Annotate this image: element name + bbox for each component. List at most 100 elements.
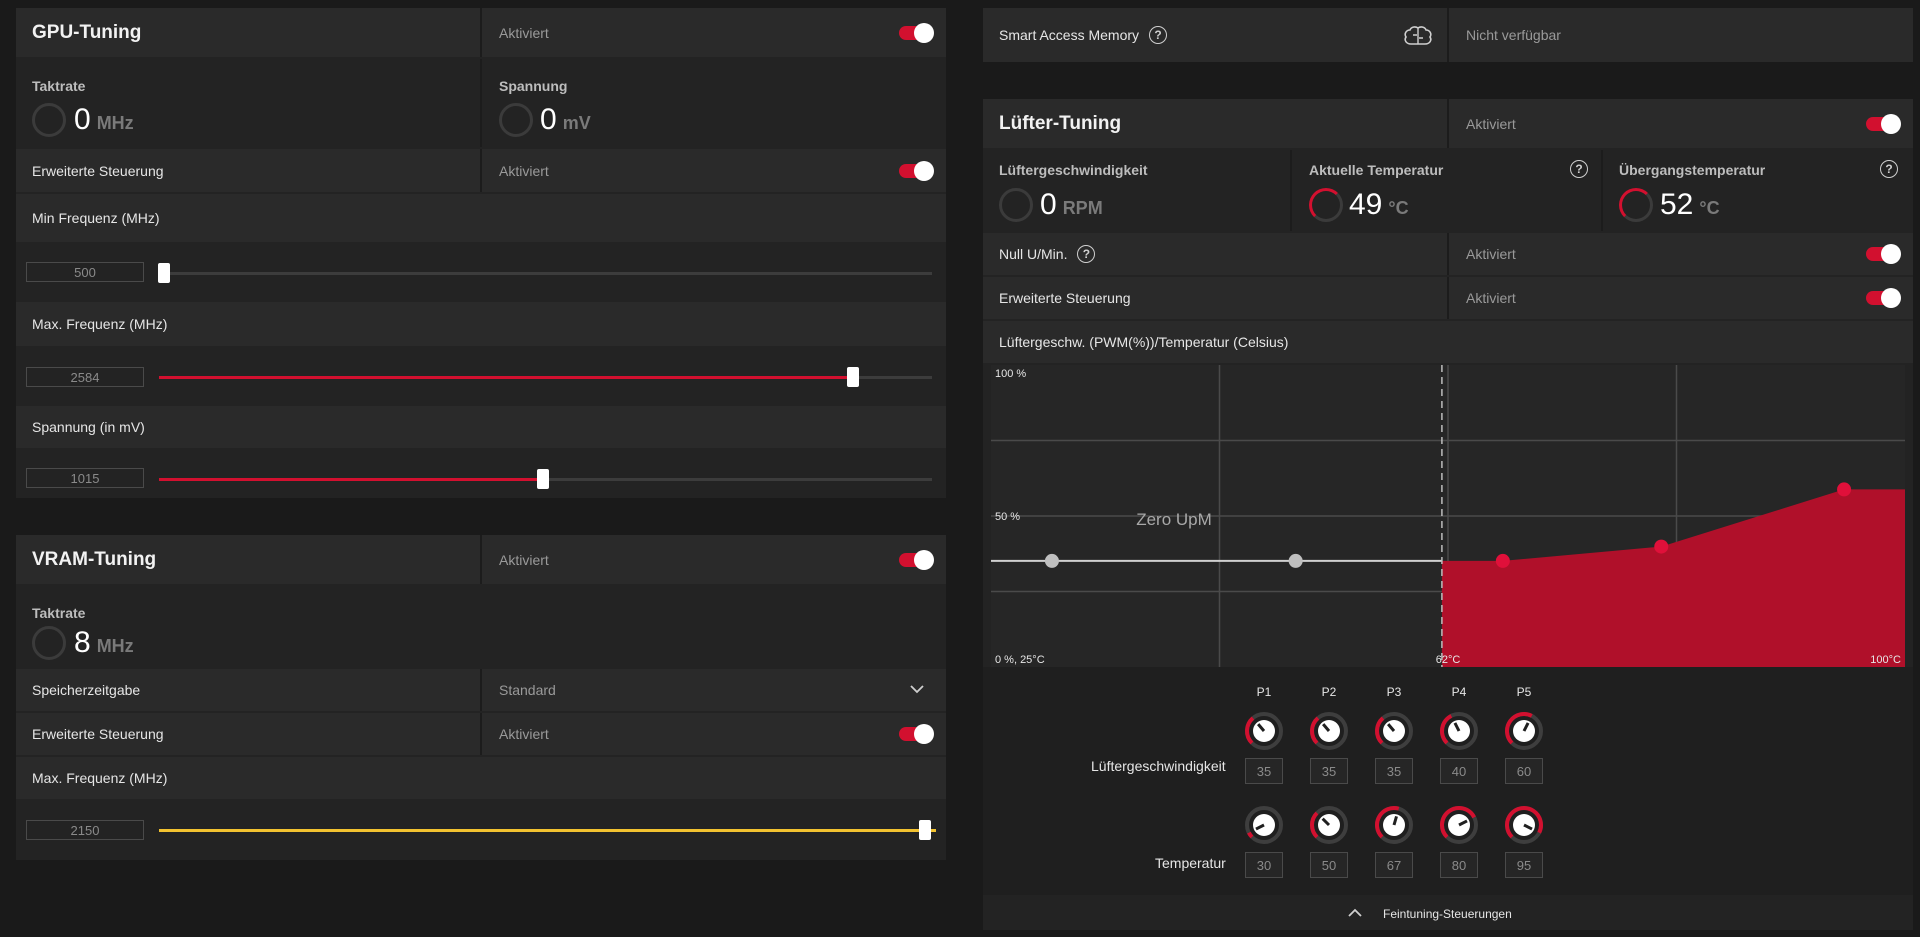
vram-clock-gauge-icon (32, 626, 66, 660)
sam-panel: Smart Access Memory? Nicht verfügbar (983, 8, 1913, 62)
gpu-advanced-toggle[interactable] (899, 161, 934, 181)
fine-tune-row[interactable]: Feintuning-Steuerungen (983, 897, 1913, 930)
temp-input-p1[interactable]: 30 (1245, 852, 1283, 878)
fan-advanced-status: Aktiviert (1466, 290, 1516, 306)
sam-row: Smart Access Memory? Nicht verfügbar (983, 8, 1913, 62)
gpu-volt-input[interactable]: 1015 (26, 468, 144, 488)
vram-tuning-panel: VRAM-Tuning Aktiviert Taktrate 8 MHz Spei… (16, 535, 946, 860)
temp-knob-p2[interactable] (1309, 805, 1349, 845)
gpu-tuning-toggle[interactable] (899, 23, 934, 43)
speed-knob-p5[interactable] (1504, 711, 1544, 751)
vram-advanced-toggle[interactable] (899, 724, 934, 744)
fan-tuning-header: Lüfter-Tuning Aktiviert (983, 99, 1913, 148)
vram-max-freq-input[interactable]: 2150 (26, 820, 144, 840)
vram-advanced-label: Erweiterte Steuerung (32, 726, 164, 742)
help-icon[interactable]: ? (1149, 26, 1168, 44)
fan-temp-readout: 49 °C (1349, 188, 1409, 221)
fan-speed-label: Lüftergeschwindigkeit (999, 162, 1148, 178)
fan-readouts: Lüftergeschwindigkeit 0 RPM Aktuelle Temp… (983, 150, 1913, 231)
gpu-volt-thumb[interactable] (537, 469, 549, 489)
vram-tuning-toggle[interactable] (899, 550, 934, 570)
gpu-min-freq-slider[interactable] (158, 263, 932, 283)
speed-input-p2[interactable]: 35 (1310, 758, 1348, 784)
fan-junction-gauge-icon (1619, 188, 1653, 222)
temp-knob-p5[interactable] (1504, 805, 1544, 845)
gpu-voltage-label: Spannung (499, 78, 568, 94)
vram-max-freq-label: Max. Frequenz (MHz) (32, 770, 168, 786)
fan-speed-row-label: Lüftergeschwindigkeit (1091, 758, 1226, 774)
vram-max-freq-slider-row: 2150 (16, 801, 946, 860)
sam-status: Nicht verfügbar (1466, 27, 1561, 43)
fan-zero-toggle[interactable] (1866, 244, 1901, 264)
point-label-p4: P4 (1451, 685, 1467, 699)
gpu-max-freq-slider[interactable] (159, 367, 932, 387)
speed-knob-p1[interactable] (1244, 711, 1284, 751)
temp-knob-p1[interactable] (1244, 805, 1284, 845)
speed-input-p3[interactable]: 35 (1375, 758, 1413, 784)
gpu-clock-readout: 0 MHz (74, 103, 134, 136)
zero-help-icon[interactable]: ? (1077, 245, 1096, 263)
gpu-max-freq-input[interactable]: 2584 (26, 367, 144, 387)
gpu-max-freq-thumb[interactable] (847, 367, 859, 387)
curve-point-p4[interactable] (1654, 539, 1669, 554)
temp-input-p4[interactable]: 80 (1440, 852, 1478, 878)
fan-junction-readout: 52 °C (1660, 188, 1720, 221)
gpu-volt-label: Spannung (in mV) (32, 419, 145, 435)
curve-point-p3[interactable] (1495, 553, 1510, 568)
point-label-p3: P3 (1386, 685, 1402, 699)
vram-timing-row[interactable]: Speicherzeitgabe Standard (16, 669, 946, 711)
temp-knob-p4[interactable] (1439, 805, 1479, 845)
gpu-min-freq-thumb[interactable] (158, 263, 170, 283)
brain-icon (1404, 26, 1432, 45)
curve-point-p1[interactable] (1044, 553, 1059, 568)
chevron-up-icon[interactable] (1348, 908, 1362, 918)
gpu-max-freq-slider-row: 2584 (16, 348, 946, 404)
chevron-down-icon[interactable] (910, 684, 924, 694)
vram-clock-readout: 8 MHz (74, 626, 134, 659)
temp-input-p2[interactable]: 50 (1310, 852, 1348, 878)
gpu-tuning-status: Aktiviert (499, 24, 549, 41)
gpu-advanced-status: Aktiviert (499, 162, 549, 179)
gpu-clock-label: Taktrate (32, 78, 86, 94)
vram-max-freq-slider[interactable] (159, 820, 936, 840)
fan-advanced-toggle[interactable] (1866, 288, 1901, 308)
vram-clock-label: Taktrate (32, 605, 86, 621)
gpu-min-freq-input[interactable]: 500 (26, 262, 144, 282)
speed-input-p1[interactable]: 35 (1245, 758, 1283, 784)
gpu-advanced-row: Erweiterte Steuerung Aktiviert (16, 149, 946, 192)
curve-point-p2[interactable] (1288, 553, 1303, 568)
vram-max-freq-thumb[interactable] (919, 820, 931, 840)
temp-input-p3[interactable]: 67 (1375, 852, 1413, 878)
junction-help-icon[interactable]: ? (1880, 160, 1898, 178)
gpu-voltage-gauge-icon (499, 103, 533, 137)
fan-temp-gauge-icon (1309, 188, 1343, 222)
vram-timing-select[interactable]: Standard (499, 682, 556, 698)
fine-tune-label[interactable]: Feintuning-Steuerungen (1383, 907, 1512, 921)
curve-point-p5[interactable] (1837, 482, 1852, 497)
speed-knob-p3[interactable] (1374, 711, 1414, 751)
point-label-p5: P5 (1516, 685, 1532, 699)
temp-help-icon[interactable]: ? (1570, 160, 1588, 178)
speed-knob-p2[interactable] (1309, 711, 1349, 751)
gpu-volt-slider[interactable] (159, 469, 932, 489)
gpu-volt-slider-row: 1015 (16, 450, 946, 498)
gpu-max-freq-label: Max. Frequenz (MHz) (32, 316, 168, 332)
speed-input-p4[interactable]: 40 (1440, 758, 1478, 784)
gpu-tuning-title: GPU-Tuning (32, 21, 142, 43)
speed-knob-p4[interactable] (1439, 711, 1479, 751)
gpu-volt-header: Spannung (in mV) (16, 406, 946, 448)
fan-knob-area: Lüftergeschwindigkeit Temperatur P1 35 30 P… (983, 667, 1913, 895)
y-top-label: 100 % (995, 368, 1026, 380)
fan-zero-status: Aktiviert (1466, 246, 1516, 262)
gpu-advanced-label: Erweiterte Steuerung (32, 162, 164, 179)
gpu-tuning-header: GPU-Tuning Aktiviert (16, 8, 946, 57)
point-label-p2: P2 (1321, 685, 1337, 699)
temp-knob-p3[interactable] (1374, 805, 1414, 845)
fan-tuning-toggle[interactable] (1866, 114, 1901, 134)
gpu-min-freq-slider-row: 500 (16, 244, 946, 300)
fan-curve-chart[interactable]: 100 % 50 % 0 %, 25°C 62°C 100°C Zero UpM (991, 365, 1905, 667)
temp-input-p5[interactable]: 95 (1505, 852, 1543, 878)
speed-input-p5[interactable]: 60 (1505, 758, 1543, 784)
y-mid-label: 50 % (995, 511, 1020, 523)
fan-tuning-title: Lüfter-Tuning (999, 112, 1122, 134)
